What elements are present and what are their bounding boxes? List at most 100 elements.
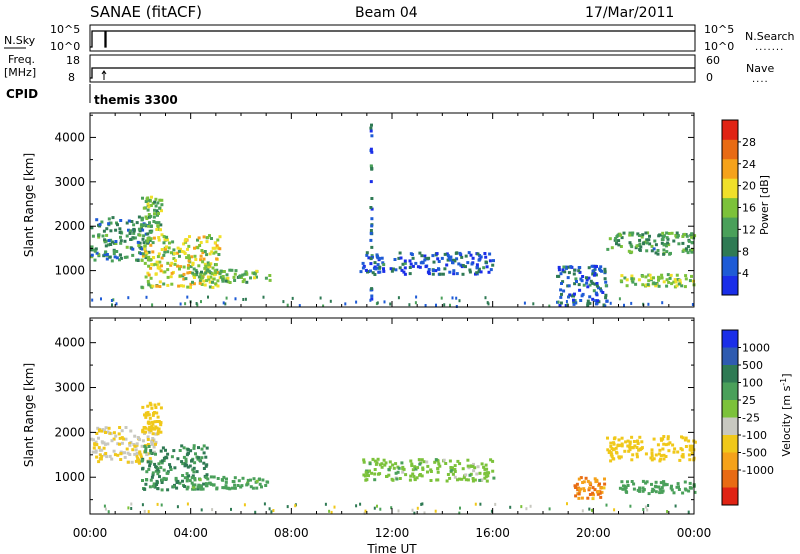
- velocity-cell: [411, 508, 414, 512]
- power-cell: [645, 238, 649, 242]
- power-cell: [160, 256, 164, 260]
- power-cell: [369, 129, 373, 133]
- velocity-cell: [156, 468, 160, 472]
- velocity-colorbar-tick-label: -100: [742, 429, 767, 442]
- velocity-cell: [670, 484, 673, 488]
- power-cell: [487, 302, 490, 306]
- power-cell: [677, 242, 681, 246]
- power-cell: [489, 268, 493, 272]
- power-cell: [155, 284, 159, 288]
- velocity-cell: [580, 496, 584, 500]
- velocity-cell: [664, 455, 668, 458]
- power-cell: [162, 241, 166, 245]
- velocity-cell: [688, 444, 692, 448]
- velocity-cell: [104, 426, 108, 430]
- power-cell: [244, 297, 247, 301]
- power-cell: [206, 267, 210, 271]
- power-cell: [656, 252, 660, 256]
- power-cell: [163, 250, 167, 254]
- velocity-cell: [181, 479, 184, 483]
- power-cell: [152, 215, 156, 219]
- power-cell: [656, 249, 660, 252]
- power-cell: [478, 254, 482, 257]
- power-cell: [166, 283, 170, 287]
- power-cell: [397, 296, 400, 300]
- power-cell: [617, 239, 621, 243]
- velocity-cell: [94, 440, 98, 444]
- velocity-cell: [362, 460, 366, 464]
- power-cell: [557, 265, 561, 269]
- velocity-cell: [462, 476, 466, 480]
- power-cell: [201, 260, 205, 264]
- velocity-cell: [658, 448, 662, 452]
- power-cell: [118, 258, 121, 262]
- velocity-cell: [675, 485, 679, 489]
- power-cell: [362, 264, 366, 268]
- power-cell: [191, 271, 195, 275]
- velocity-cell: [442, 458, 446, 462]
- velocity-cell: [174, 476, 178, 480]
- power-cell: [614, 237, 618, 240]
- velocity-cell: [377, 472, 380, 476]
- power-cell: [146, 258, 150, 262]
- velocity-cell: [104, 452, 108, 455]
- power-cell: [638, 248, 642, 252]
- power-colorbar-swatch: [722, 275, 738, 296]
- velocity-cell: [588, 493, 592, 496]
- velocity-cell: [652, 457, 656, 461]
- velocity-cell: [268, 507, 271, 511]
- power-colorbar-swatch: [722, 197, 738, 218]
- velocity-cell: [373, 459, 377, 463]
- power-cell: [192, 267, 196, 271]
- power-cell: [100, 297, 102, 301]
- cpid-value: themis 3300: [94, 93, 178, 107]
- velocity-cell: [453, 464, 457, 468]
- power-cell: [221, 279, 225, 283]
- velocity-cell: [159, 449, 163, 453]
- velocity-cell: [380, 465, 384, 469]
- power-cell: [423, 258, 427, 262]
- velocity-cell: [480, 478, 484, 482]
- velocity-cell: [137, 460, 141, 464]
- velocity-cell: [606, 448, 610, 452]
- velocity-cell: [469, 464, 473, 468]
- power-cell: [218, 235, 222, 239]
- velocity-cell: [417, 458, 421, 462]
- nave-tick-top: 60: [706, 54, 720, 67]
- velocity-cell: [120, 429, 124, 433]
- power-cell: [157, 252, 161, 256]
- power-cell: [205, 240, 209, 244]
- power-cell: [189, 265, 193, 269]
- velocity-cell: [294, 504, 297, 508]
- power-cell: [370, 245, 374, 249]
- power-colorbar-tick-label: 12: [742, 223, 756, 236]
- power-cell: [184, 302, 187, 306]
- velocity-cell: [378, 463, 382, 467]
- velocity-cell: [626, 484, 630, 487]
- velocity-cell: [390, 506, 393, 510]
- power-cell: [252, 272, 256, 276]
- power-cell: [107, 222, 111, 226]
- power-cell: [215, 257, 219, 261]
- velocity-cell: [265, 480, 269, 484]
- power-cell: [213, 269, 217, 273]
- power-cell: [665, 250, 669, 254]
- power-cell: [635, 244, 639, 248]
- velocity-cell: [224, 484, 228, 488]
- velocity-cell: [168, 463, 172, 467]
- power-cell: [369, 269, 372, 273]
- velocity-cell: [489, 458, 493, 462]
- velocity-feature: [573, 476, 607, 501]
- power-cell: [606, 247, 610, 251]
- power-cell: [146, 196, 150, 200]
- power-ytick-label: 1000: [54, 264, 85, 278]
- velocity-cell: [164, 477, 168, 481]
- velocity-cell: [261, 478, 265, 482]
- power-cell: [370, 217, 374, 221]
- velocity-cell: [617, 455, 621, 459]
- velocity-cell: [223, 486, 227, 490]
- velocity-cell: [639, 447, 642, 451]
- power-cell: [212, 277, 216, 281]
- velocity-cell: [584, 476, 588, 480]
- velocity-cell: [125, 447, 129, 451]
